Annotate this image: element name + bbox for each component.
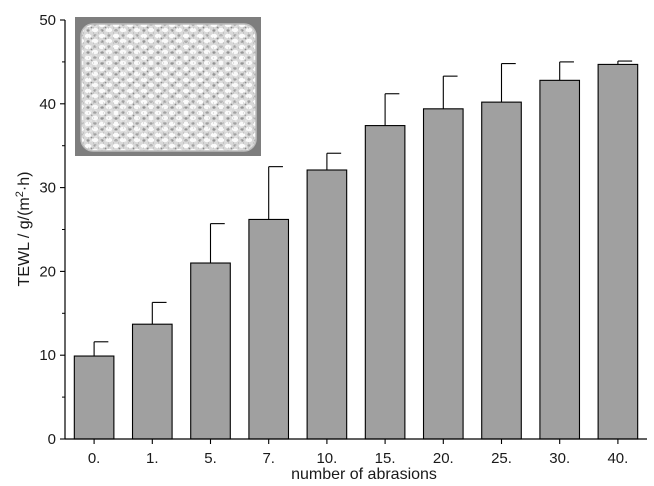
x-axis-label: number of abrasions	[291, 466, 437, 483]
x-tick-label: 5.	[204, 450, 217, 467]
bar	[190, 262, 231, 440]
y-axis-label-main: TEWL / g/(m	[16, 197, 33, 286]
x-tick-label: 40.	[607, 450, 628, 467]
bar	[248, 218, 290, 440]
y-axis-label-superscript: 2	[14, 191, 26, 197]
bar	[306, 169, 348, 440]
y-tick-label: 30	[39, 180, 56, 197]
error-bars-layer	[93, 60, 633, 357]
bar	[539, 79, 581, 440]
x-ticks: 0. 1. 5. 7. 10. 15. 20. 25. 30. 40.	[88, 439, 628, 467]
bar	[73, 355, 115, 440]
y-tick-label: 0	[48, 431, 56, 448]
x-tick-label: 10.	[316, 450, 337, 467]
x-tick-label: 1.	[146, 450, 159, 467]
bar	[131, 323, 173, 440]
bar	[481, 101, 522, 440]
bar	[422, 108, 464, 440]
y-tick-label: 50	[39, 12, 56, 29]
y-ticks: 0 10 20 30 40 50	[39, 12, 65, 448]
x-tick-label: 25.	[491, 450, 512, 467]
y-tick-label: 40	[39, 96, 56, 113]
bar	[364, 125, 406, 440]
bar	[597, 63, 639, 440]
x-tick-label: 20.	[433, 450, 454, 467]
y-tick-label: 20	[39, 263, 56, 280]
y-tick-label: 10	[39, 347, 56, 364]
x-tick-label: 15.	[375, 450, 396, 467]
y-axis-label-suffix: ·h)	[16, 172, 33, 192]
x-tick-label: 7.	[262, 450, 275, 467]
x-tick-label: 30.	[549, 450, 570, 467]
sponge-photo-inset	[75, 17, 261, 156]
x-tick-label: 0.	[88, 450, 101, 467]
y-axis-label: TEWL / g/(m2·h)	[14, 172, 33, 287]
